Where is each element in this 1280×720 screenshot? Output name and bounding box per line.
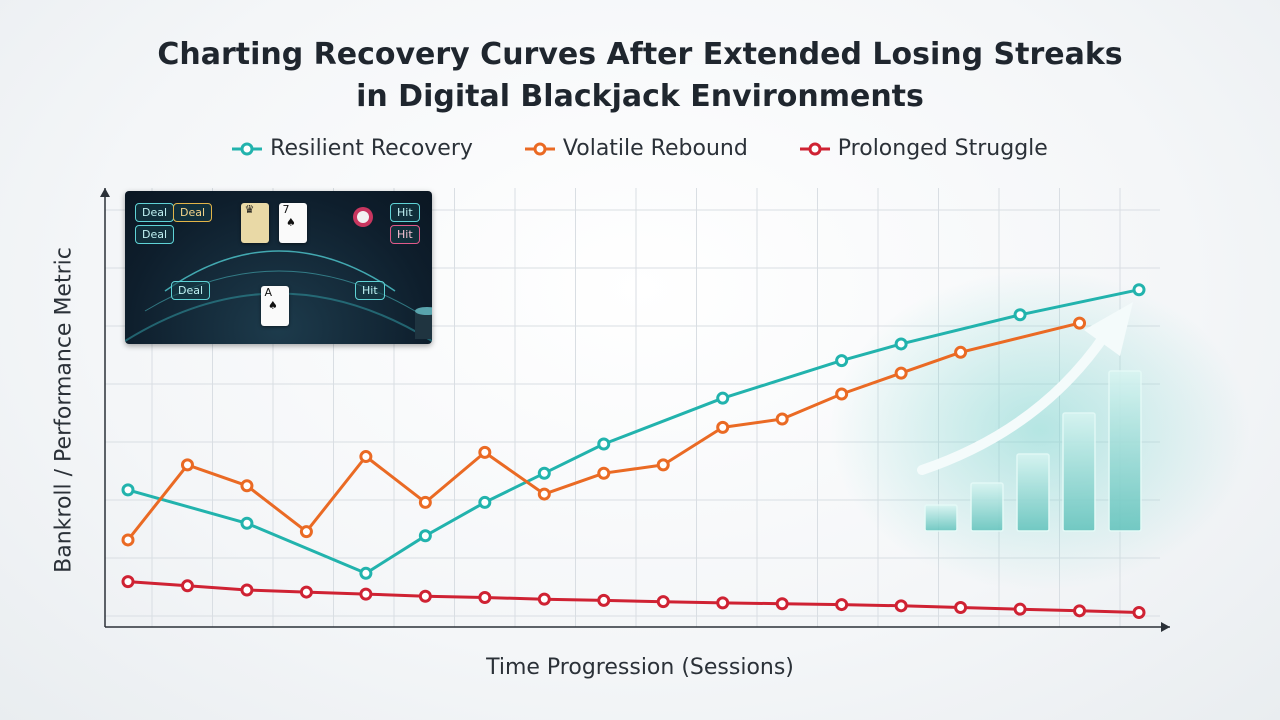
hit-button-3: Hit	[355, 281, 385, 300]
data-point	[537, 592, 551, 606]
data-point	[240, 479, 254, 493]
deal-button-4: Deal	[171, 281, 211, 300]
growth-bar-icon	[1016, 453, 1050, 532]
data-point	[299, 585, 313, 599]
data-point	[1132, 283, 1146, 297]
legend-label-resilient: Resilient Recovery	[270, 136, 473, 161]
growth-arrow-icon	[917, 330, 1110, 475]
data-point	[835, 354, 849, 368]
data-point	[954, 345, 968, 359]
x-axis-label: Time Progression (Sessions)	[486, 655, 794, 680]
data-point	[1013, 602, 1027, 616]
legend-label-volatile: Volatile Rebound	[562, 136, 748, 161]
chip-stack-icon	[415, 307, 432, 339]
chart-title: Charting Recovery Curves After Extended …	[0, 34, 1280, 118]
blackjack-table-illustration: Deal Deal Deal Deal Hit Hit Hit ♛ 7 ♠ A …	[125, 191, 432, 344]
chart-legend: Resilient Recovery Volatile Rebound Prol…	[0, 136, 1280, 161]
data-point	[180, 458, 194, 472]
deal-button-3: Deal	[135, 225, 175, 244]
data-point	[240, 516, 254, 530]
glow-icon	[830, 270, 1250, 590]
data-point	[1073, 604, 1087, 618]
legend-item-resilient: Resilient Recovery	[232, 136, 473, 161]
y-axis-arrow-icon	[100, 188, 110, 197]
data-point	[1013, 308, 1027, 322]
data-point	[716, 391, 730, 405]
x-axis-arrow-icon	[1161, 622, 1170, 632]
data-point	[1073, 316, 1087, 330]
data-point	[835, 387, 849, 401]
legend-swatch-resilient	[232, 142, 263, 155]
data-point	[478, 445, 492, 459]
data-point	[121, 575, 135, 589]
growth-arrow-head-icon	[1084, 302, 1133, 356]
y-axis-label: Bankroll / Performance Metric	[51, 247, 77, 573]
deal-button-1: Deal	[135, 203, 175, 222]
data-point	[656, 595, 670, 609]
data-point	[537, 466, 551, 480]
growth-bar-icon	[1108, 370, 1142, 532]
data-point	[656, 458, 670, 472]
chart-series	[121, 283, 1146, 619]
ace-spades-card-icon: A ♠	[261, 286, 289, 326]
data-point	[418, 529, 432, 543]
king-card-icon: ♛	[241, 203, 269, 243]
legend-item-prolonged: Prolonged Struggle	[799, 136, 1048, 161]
data-point	[597, 593, 611, 607]
data-point	[597, 437, 611, 451]
chart-axes	[100, 188, 1170, 632]
series-line-2	[127, 580, 1140, 614]
deal-button-2: Deal	[173, 203, 213, 222]
legend-item-volatile: Volatile Rebound	[524, 136, 748, 161]
series-line-0	[127, 288, 1140, 575]
data-point	[716, 596, 730, 610]
data-point	[121, 533, 135, 547]
legend-swatch-volatile	[524, 142, 555, 155]
hit-button-1: Hit	[390, 203, 420, 222]
data-point	[716, 420, 730, 434]
data-point	[418, 495, 432, 509]
data-point	[775, 412, 789, 426]
data-point	[240, 583, 254, 597]
seven-spades-card-icon: 7 ♠	[279, 203, 307, 243]
data-point	[299, 525, 313, 539]
data-point	[597, 466, 611, 480]
data-point	[775, 597, 789, 611]
legend-swatch-prolonged	[799, 142, 830, 155]
growth-bar-icon	[970, 482, 1004, 532]
data-point	[359, 587, 373, 601]
hit-button-2: Hit	[390, 225, 420, 244]
data-point	[537, 487, 551, 501]
legend-label-prolonged: Prolonged Struggle	[837, 136, 1048, 161]
growth-bar-icon	[1062, 412, 1096, 532]
data-point	[894, 337, 908, 351]
data-point	[359, 450, 373, 464]
growth-illustration	[830, 270, 1250, 590]
data-point	[894, 599, 908, 613]
data-point	[359, 566, 373, 580]
chart-title-line-1: Charting Recovery Curves After Extended …	[157, 37, 1123, 72]
data-point	[418, 589, 432, 603]
chart-title-line-2: in Digital Blackjack Environments	[356, 79, 924, 114]
data-point	[180, 579, 194, 593]
data-point	[954, 600, 968, 614]
data-point	[1132, 605, 1146, 619]
growth-bar-icon	[924, 504, 958, 532]
data-point	[478, 495, 492, 509]
data-point	[894, 366, 908, 380]
series-line-1	[126, 321, 1080, 541]
data-point	[835, 598, 849, 612]
data-point	[121, 483, 135, 497]
data-point	[478, 590, 492, 604]
